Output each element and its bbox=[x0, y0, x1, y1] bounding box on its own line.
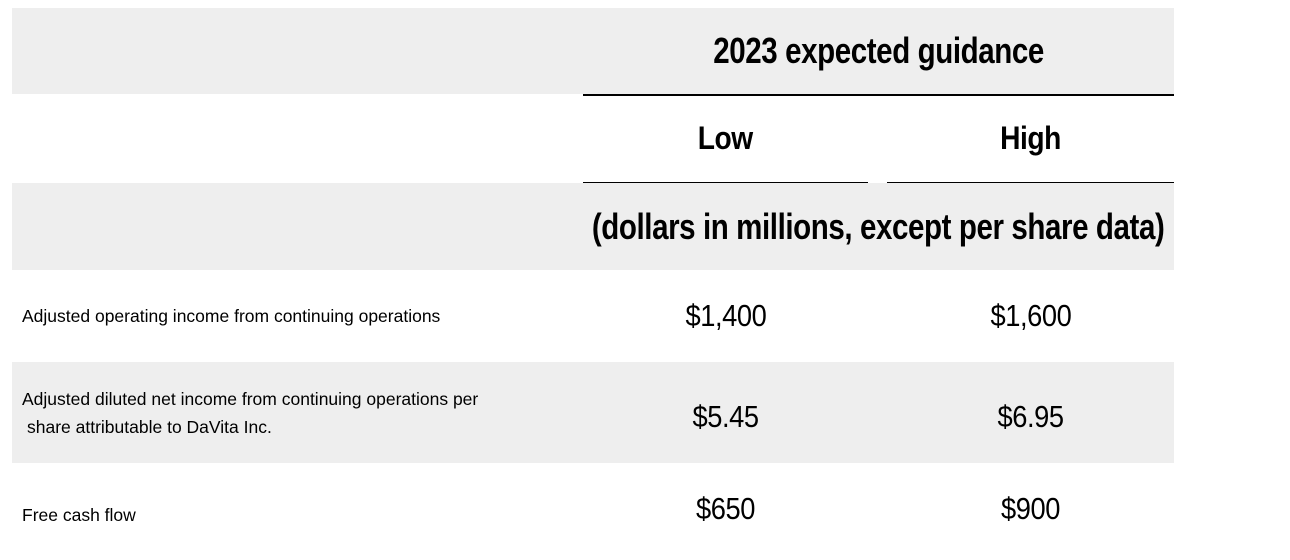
cell-value: $1,400 bbox=[685, 298, 766, 333]
row-label-text: Adjusted operating income from continuin… bbox=[22, 306, 441, 326]
cell-diluted-eps-high: $6.95 bbox=[887, 366, 1174, 467]
table-title: 2023 expected guidance bbox=[583, 8, 1174, 94]
cell-value: $900 bbox=[1001, 491, 1060, 526]
column-header-low: Low bbox=[583, 95, 868, 181]
row-label-text: Free cash flow bbox=[22, 504, 136, 525]
low-column-underline bbox=[583, 181, 868, 183]
table-title-text: 2023 expected guidance bbox=[713, 30, 1044, 71]
units-band bbox=[12, 183, 1174, 270]
column-header-high-text: High bbox=[1000, 119, 1061, 156]
cell-value: $650 bbox=[696, 491, 755, 526]
column-header-low-text: Low bbox=[697, 119, 753, 156]
units-note: (dollars in millions, except per share d… bbox=[583, 183, 1174, 270]
row-label-free-cash-flow: Free cash flow bbox=[22, 463, 578, 560]
high-column-underline bbox=[887, 181, 1174, 183]
row-label-adjusted-diluted-eps: Adjusted diluted net income from continu… bbox=[22, 362, 578, 463]
cell-operating-income-high: $1,600 bbox=[887, 270, 1174, 362]
units-note-text: (dollars in millions, except per share d… bbox=[592, 205, 1165, 247]
column-header-high: High bbox=[887, 95, 1174, 181]
row-label-adjusted-operating-income: Adjusted operating income from continuin… bbox=[22, 270, 578, 362]
cell-diluted-eps-low: $5.45 bbox=[583, 366, 868, 467]
row-label-text-line1: Adjusted diluted net income from continu… bbox=[22, 388, 479, 409]
header-underline bbox=[583, 94, 1174, 96]
cell-free-cash-flow-high: $900 bbox=[887, 463, 1174, 555]
row-label-text-line2: share attributable to DaVita Inc. bbox=[27, 416, 272, 437]
cell-value: $5.45 bbox=[692, 398, 759, 434]
cell-value: $6.95 bbox=[997, 398, 1064, 434]
cell-operating-income-low: $1,400 bbox=[583, 270, 868, 362]
cell-value: $1,600 bbox=[990, 298, 1071, 333]
row-stripe bbox=[12, 362, 1174, 463]
header-band bbox=[12, 8, 1174, 94]
cell-free-cash-flow-low: $650 bbox=[583, 463, 868, 555]
